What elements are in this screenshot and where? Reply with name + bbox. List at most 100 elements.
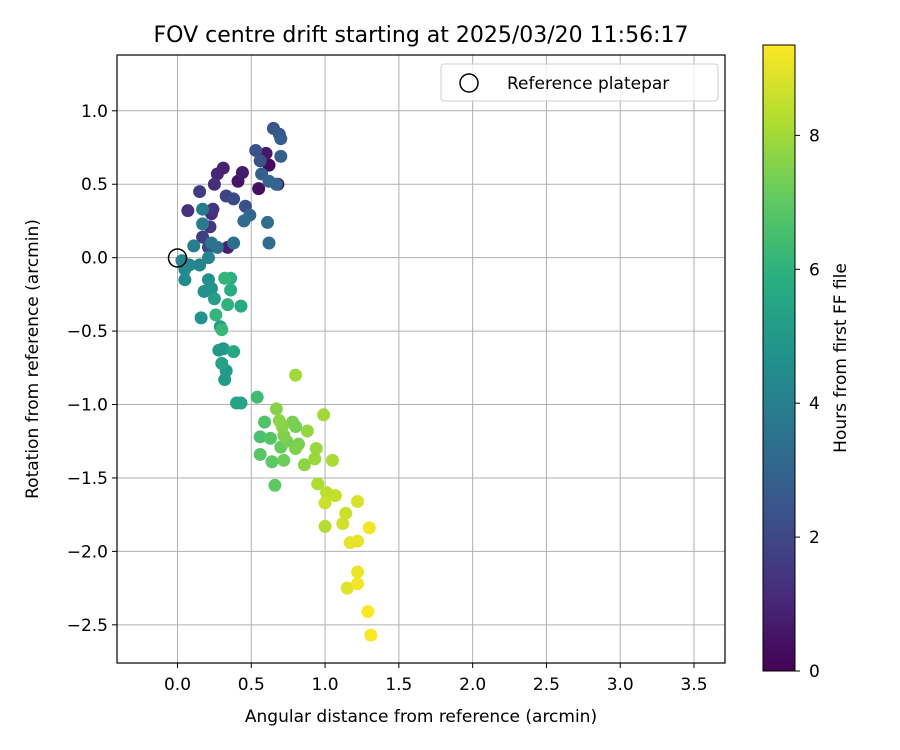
x-tick-label: 3.5 [680, 675, 707, 695]
x-tick-label: 0.0 [164, 675, 191, 695]
scatter-point [362, 521, 376, 535]
scatter-point [318, 519, 332, 533]
y-axis-ticks: 1.0 0.5 0.0 −0.5 −1.0 −1.5 −2.0 −2.5 [67, 102, 117, 636]
scatter-point [300, 424, 314, 438]
colorbar-tick-label: 2 [809, 528, 820, 548]
scatter-point [361, 605, 375, 619]
scatter-point [261, 215, 275, 229]
legend-box [440, 63, 719, 102]
scatter-point [289, 368, 303, 382]
scatter-point [235, 165, 249, 179]
scatter-point [216, 342, 230, 356]
colorbar-label: Hours from first FF file [831, 263, 851, 453]
scatter-point [181, 204, 195, 218]
scatter-point [178, 273, 192, 287]
scatter-point [289, 442, 303, 456]
scatter-point [351, 577, 365, 591]
scatter-point [308, 452, 322, 466]
scatter-point [272, 414, 286, 428]
scatter-point [193, 185, 207, 199]
colorbar-tick-label: 8 [809, 126, 820, 146]
scatter-point [196, 202, 210, 216]
x-tick-label: 1.0 [312, 675, 339, 695]
legend-reference-marker [459, 73, 479, 93]
scatter-point [204, 236, 218, 250]
scatter-point [351, 534, 365, 548]
scatter-point [269, 177, 283, 191]
plot-frame [116, 54, 726, 664]
y-tick-label: 0.0 [81, 249, 108, 269]
scatter-point [209, 308, 223, 322]
scatter-point [207, 292, 221, 306]
scatter-point [286, 415, 300, 429]
scatter-point [274, 132, 288, 146]
scatter-point [336, 516, 350, 530]
scatter-point [187, 239, 201, 253]
scatter-point [201, 251, 215, 265]
scatter-point [340, 581, 354, 595]
scatter-point [262, 236, 276, 250]
scatter-point [364, 628, 378, 642]
scatter-point [269, 402, 283, 416]
x-axis-ticks: 0.0 0.5 1.0 1.5 2.0 2.5 3.0 3.5 [164, 663, 708, 695]
scatter-point [196, 217, 210, 231]
scatter-point [227, 192, 241, 206]
scatter-point [237, 214, 251, 228]
colorbar-ticks: 0 2 4 6 8 [795, 126, 820, 682]
x-tick-label: 3.0 [607, 675, 634, 695]
scatter-point [325, 453, 339, 467]
y-tick-label: 0.5 [81, 175, 108, 195]
scatter-point [252, 182, 266, 196]
scatter-point [210, 167, 224, 181]
colorbar-tick-label: 4 [809, 394, 820, 414]
legend-reference-label: Reference platepar [507, 74, 669, 94]
scatter-point [215, 323, 229, 337]
colorbar-tick-label: 0 [809, 662, 820, 682]
scatter-point [318, 496, 332, 510]
scatter-point [317, 408, 331, 422]
x-tick-label: 2.5 [533, 675, 560, 695]
scatter-point [339, 506, 353, 520]
x-tick-label: 0.5 [238, 675, 265, 695]
scatter-point [277, 453, 291, 467]
scatter-point [227, 345, 241, 359]
colorbar: 0 2 4 6 8 Hours from first FF file [762, 44, 851, 682]
scatter-point [253, 154, 267, 168]
scatter-point [297, 458, 311, 472]
scatter-point [311, 477, 325, 491]
scatter-point [206, 202, 220, 216]
scatter-point [351, 565, 365, 579]
y-tick-label: −1.0 [67, 396, 108, 416]
scatter-point [265, 455, 279, 469]
scatter-point [274, 149, 288, 163]
x-tick-label: 2.0 [459, 675, 486, 695]
grid [117, 55, 725, 663]
scatter-point [194, 311, 208, 325]
scatter-point [193, 258, 207, 272]
y-axis-label: Rotation from reference (arcmin) [23, 219, 43, 499]
colorbar-tick-label: 6 [809, 260, 820, 280]
y-tick-label: −1.5 [67, 469, 108, 489]
scatter-point [263, 431, 277, 445]
scatter-point [328, 489, 342, 503]
y-tick-label: −2.0 [67, 542, 108, 562]
scatter-point [351, 494, 365, 508]
x-tick-label: 1.5 [385, 675, 412, 695]
scatter-point [309, 442, 323, 456]
scatter-point [224, 283, 238, 297]
y-tick-label: −2.5 [67, 616, 108, 636]
x-axis-label: Angular distance from reference (arcmin) [245, 707, 597, 727]
scatter-point [250, 390, 264, 404]
legend: Reference platepar [440, 63, 719, 102]
scatter-point [227, 236, 241, 250]
scatter-points [175, 121, 378, 642]
scatter-point [207, 177, 221, 191]
scatter-point [215, 356, 229, 370]
scatter-point [258, 415, 272, 429]
scatter-point [268, 478, 282, 492]
scatter-point [234, 299, 248, 313]
scatter-point [253, 447, 267, 461]
scatter-point [253, 430, 267, 444]
chart-title: FOV centre drift starting at 2025/03/20 … [154, 23, 689, 48]
y-tick-label: 1.0 [81, 102, 108, 122]
